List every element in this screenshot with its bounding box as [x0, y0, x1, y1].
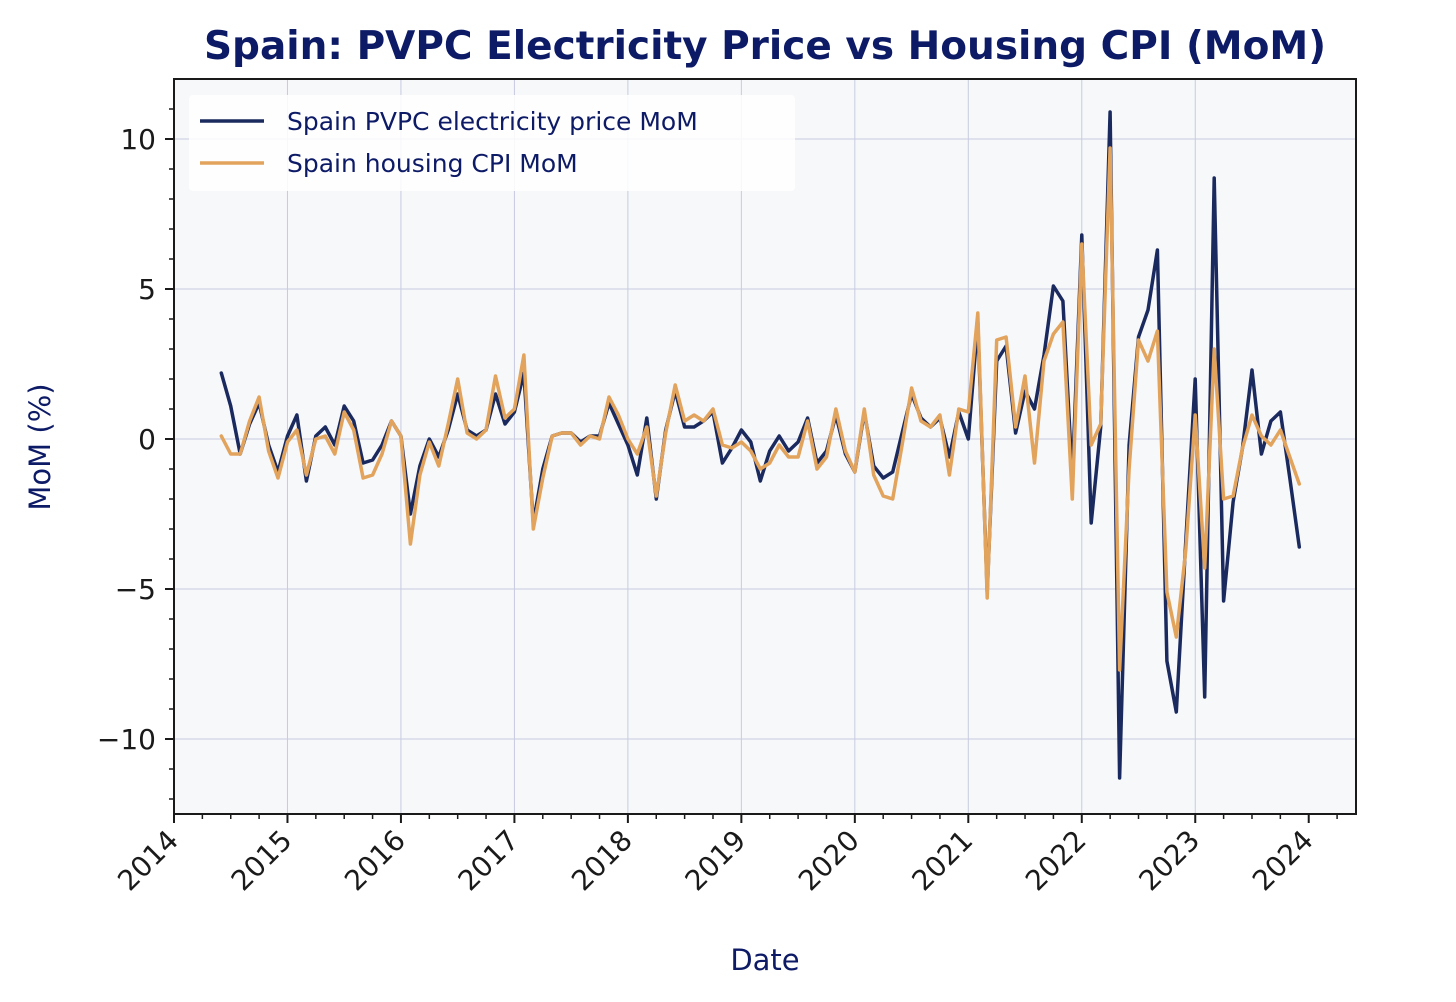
plot-frame — [173, 78, 1357, 815]
x-tick-label: 2018 — [565, 824, 639, 898]
x-axis-label: Date — [730, 943, 799, 977]
y-tick-label: 0 — [138, 423, 156, 456]
x-tick-label: 2024 — [1246, 824, 1320, 898]
series-line-housing — [219, 146, 1302, 672]
x-tick-label: 2014 — [111, 824, 185, 898]
x-tick-label: 2016 — [338, 824, 412, 898]
legend-label-housing: Spain housing CPI MoM — [287, 149, 578, 178]
y-tick-label: 5 — [138, 273, 156, 306]
x-tick-label: 2021 — [906, 824, 980, 898]
legend-box — [189, 95, 795, 191]
chart-title: Spain: PVPC Electricity Price vs Housing… — [204, 24, 1326, 69]
x-tick-label: 2015 — [225, 824, 299, 898]
series-lines — [219, 110, 1302, 780]
x-tick-label: 2022 — [1019, 824, 1093, 898]
y-tick-label: −10 — [97, 723, 156, 756]
x-tick-label: 2019 — [679, 824, 753, 898]
axis-ticks — [165, 108, 1338, 823]
x-tick-label: 2023 — [1132, 824, 1206, 898]
y-tick-label: −5 — [115, 573, 156, 606]
legend-label-electricity: Spain PVPC electricity price MoM — [287, 107, 698, 136]
y-tick-label: 10 — [120, 123, 156, 156]
plot-background — [174, 79, 1356, 814]
grid — [174, 79, 1356, 814]
x-tick-label: 2020 — [792, 824, 866, 898]
y-axis-label: MoM (%) — [23, 383, 57, 510]
legend: Spain PVPC electricity price MoM Spain h… — [189, 95, 795, 191]
x-tick-label: 2017 — [452, 824, 526, 898]
